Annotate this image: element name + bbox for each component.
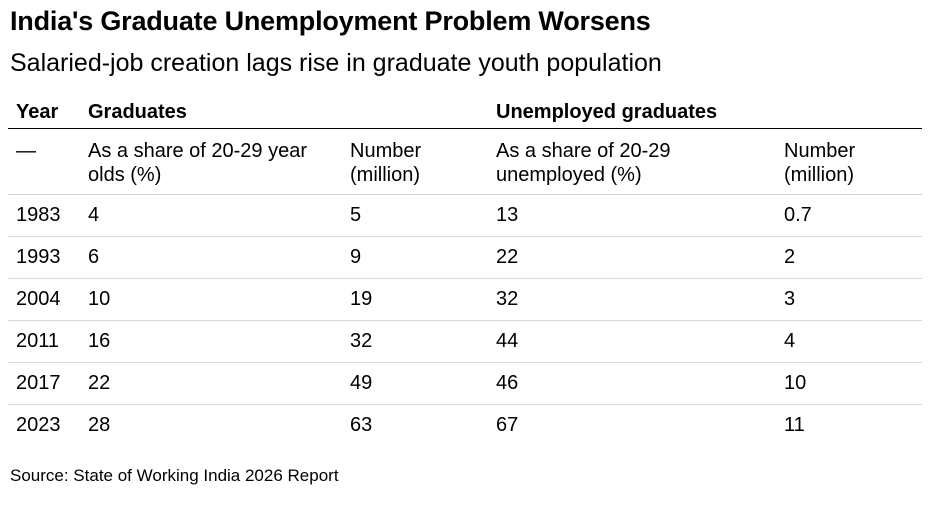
cell-unemp-number: 10 (776, 362, 923, 405)
cell-unemp-share: 32 (488, 278, 776, 321)
subheader-grad-share: As a share of 20-29 year olds (%) (80, 128, 342, 195)
cell-grad-number: 5 (342, 194, 488, 237)
cell-grad-share: 28 (88, 414, 111, 436)
cell-grad-share: 6 (80, 236, 342, 279)
cell-unemp-share: 13 (488, 194, 776, 237)
cell-year: 1983 (8, 194, 80, 237)
header-year: Year (8, 97, 80, 129)
cell-grad-number: 19 (342, 278, 488, 321)
subheader-dash: — (8, 128, 80, 195)
cell-grad-share: 10 (80, 278, 342, 321)
subheader-row: — As a share of 20-29 year olds (%) Numb… (8, 128, 923, 195)
cell-grad-share: 22 (80, 362, 342, 405)
cell-grad-number: 9 (342, 236, 488, 279)
cell-unemp-number: 11 (784, 414, 805, 436)
cell-unemp-number: 3 (776, 278, 923, 321)
table-body: 1983 4 5 13 0.7 1993 6 9 22 2 2004 10 19 32 3 2011 16 32 4… (8, 194, 923, 447)
cell-unemp-number: 2 (776, 236, 923, 279)
cell-unemp-share: 44 (488, 320, 776, 363)
cell-grad-number: 32 (342, 320, 488, 363)
cell-unemp-number: 0.7 (776, 194, 923, 237)
subheader-grad-number: Number (million) (342, 128, 488, 195)
cell-grad-number: 49 (342, 362, 488, 405)
header-unemployed-graduates: Unemployed graduates (488, 97, 923, 129)
header-graduates: Graduates (80, 97, 488, 129)
data-table: Year Graduates Unemployed graduates — As… (8, 97, 923, 447)
cell-grad-share: 4 (80, 194, 342, 237)
table-row: 2004 10 19 32 3 (8, 278, 923, 321)
cell-unemp-number: 4 (776, 320, 923, 363)
chart-subtitle: Salaried-job creation lags rise in gradu… (10, 49, 662, 77)
subheader-unemp-number: Number (million) (776, 128, 923, 195)
source-note: Source: State of Working India 2026 Repo… (10, 466, 339, 485)
cell-year: 2017 (8, 362, 80, 405)
table-row: 1983 4 5 13 0.7 (8, 194, 923, 237)
table-row: 2023 28 63 67 11 (8, 405, 922, 447)
cell-unemp-share: 22 (488, 236, 776, 279)
cell-year: 2023 (16, 414, 61, 436)
chart-title: India's Graduate Unemployment Problem Wo… (10, 6, 651, 36)
cell-year: 2004 (8, 278, 80, 321)
cell-grad-number: 63 (350, 414, 373, 436)
cell-unemp-share: 46 (488, 362, 776, 405)
cell-year: 1993 (8, 236, 80, 279)
table-row: 2017 22 49 46 10 (8, 362, 923, 405)
cell-year: 2011 (8, 320, 80, 363)
cell-grad-share: 16 (80, 320, 342, 363)
table-row: 2011 16 32 44 4 (8, 320, 923, 363)
table-row: 1993 6 9 22 2 (8, 236, 923, 279)
cell-unemp-share: 67 (496, 414, 519, 436)
subheader-unemp-share: As a share of 20-29 unemployed (%) (488, 128, 776, 195)
group-header-row: Year Graduates Unemployed graduates (8, 97, 923, 129)
